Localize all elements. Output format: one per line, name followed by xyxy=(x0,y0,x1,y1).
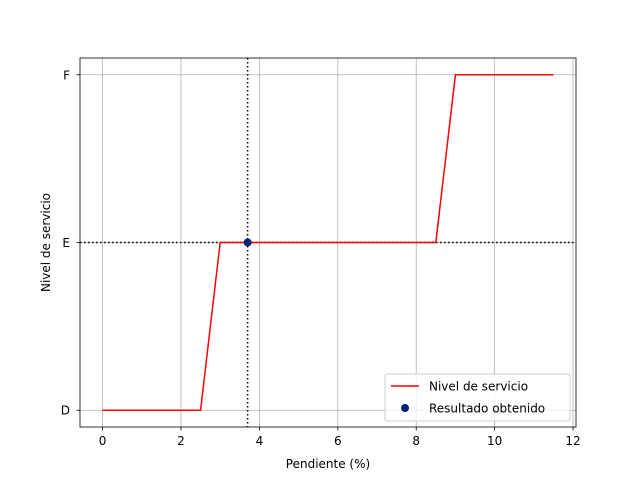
x-tick-label: 12 xyxy=(565,434,580,448)
x-axis-label: Pendiente (%) xyxy=(286,457,370,471)
x-tick-label: 8 xyxy=(412,434,420,448)
legend-marker-swatch xyxy=(401,404,409,412)
y-tick-label: F xyxy=(63,68,70,82)
y-tick-label: D xyxy=(61,404,70,418)
y-tick-label: E xyxy=(62,236,70,250)
scatter-point-resultado-obtenido xyxy=(243,238,252,247)
x-tick-label: 6 xyxy=(334,434,342,448)
legend-label-resultado-obtenido: Resultado obtenido xyxy=(429,402,545,416)
series-line-nivel-de-servicio xyxy=(102,74,554,411)
x-tick-label: 10 xyxy=(487,434,502,448)
x-tick-label: 2 xyxy=(177,434,185,448)
y-axis-label: Nivel de servicio xyxy=(39,193,53,292)
plot-frame xyxy=(79,57,577,428)
x-tick-label: 4 xyxy=(256,434,264,448)
legend-box xyxy=(384,373,571,422)
legend-label-nivel-de-servicio: Nivel de servicio xyxy=(429,380,528,394)
x-tick-label: 0 xyxy=(99,434,107,448)
